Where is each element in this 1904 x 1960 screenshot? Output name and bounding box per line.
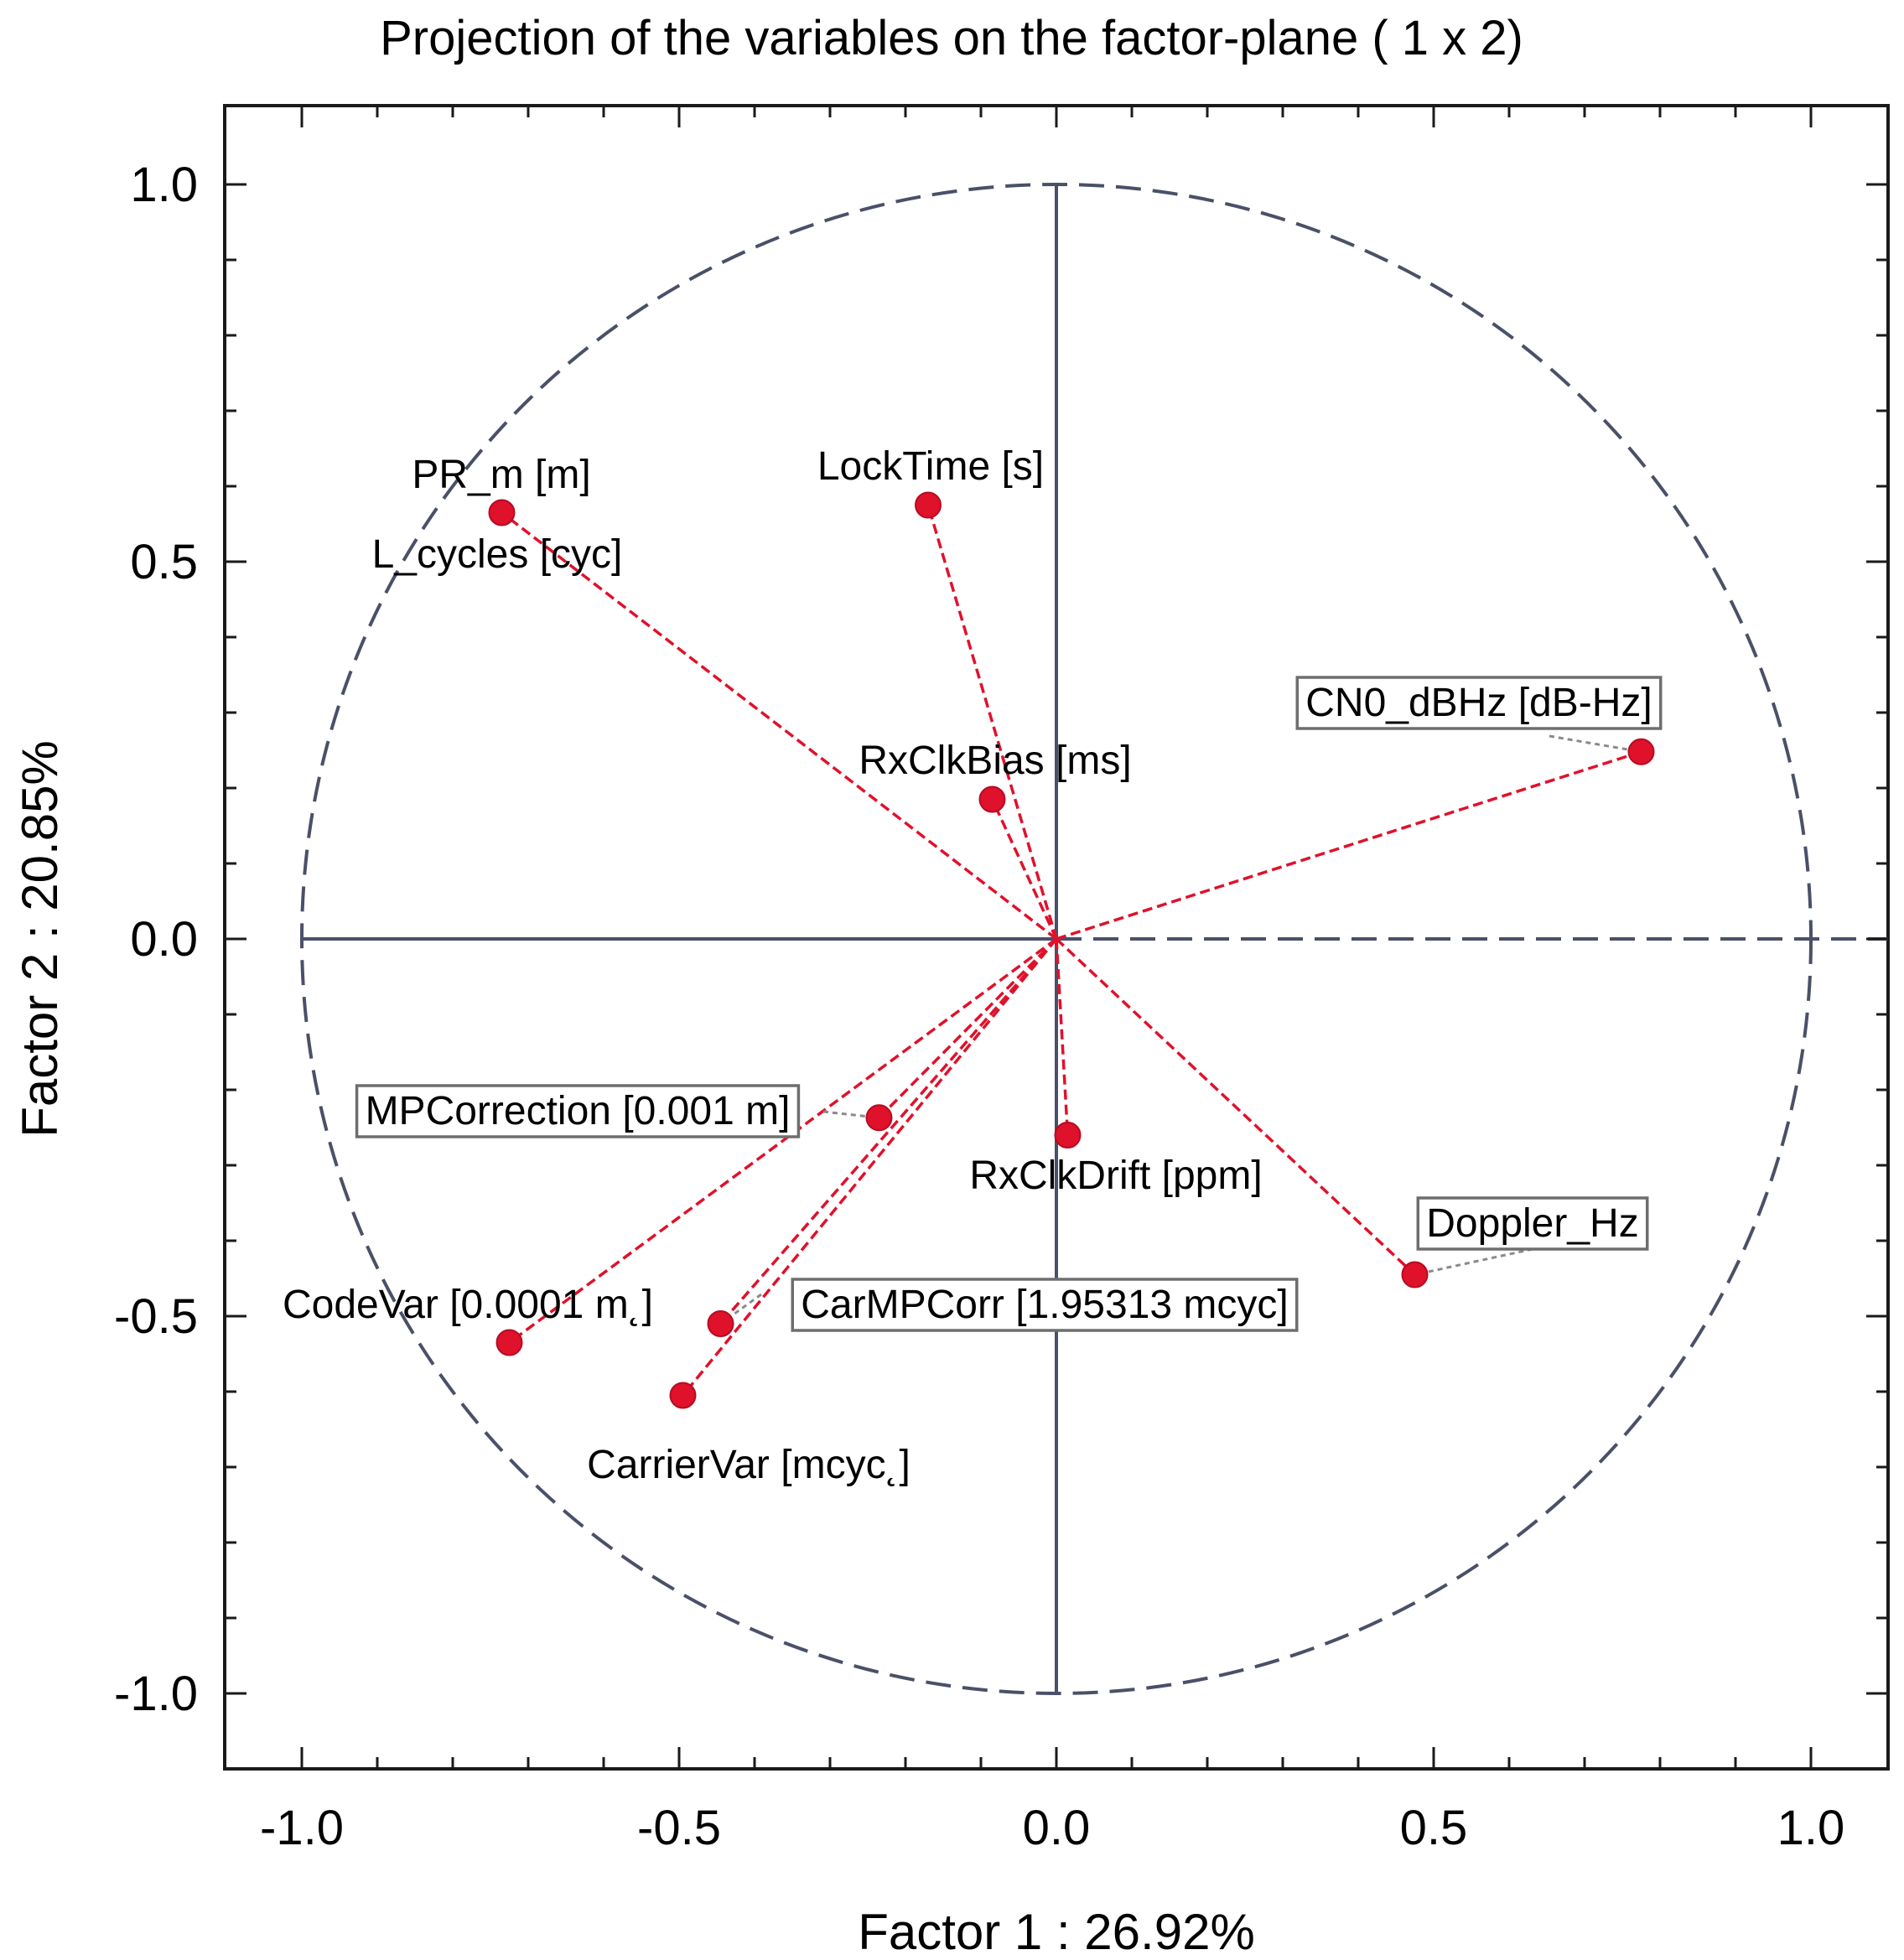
label-group-codevar: CodeVar [0.0001 m˛] [283, 1283, 653, 1327]
y-tick-label: 0.0 [130, 912, 198, 967]
vector-codevar [508, 937, 1058, 1344]
point-rxclkbias [978, 786, 1006, 813]
label-doppler: Doppler_Hz [1426, 1201, 1638, 1246]
label-group-l-cycles: L_cycles [cyc] [372, 532, 623, 577]
point-locktime [915, 491, 942, 519]
label-codevar: CodeVar [0.0001 m˛] [283, 1283, 653, 1327]
x-tick-label: 0.0 [1023, 1801, 1091, 1855]
vector-cn0 [1056, 750, 1642, 941]
label-box-doppler [1416, 1196, 1649, 1251]
point-mpcorrection [865, 1104, 893, 1132]
label-mpcorrection: MPCorrection [0.001 m] [366, 1089, 791, 1133]
vector-mpcorrection [878, 937, 1058, 1119]
label-carmpcorr: CarMPCorr [1.95313 mcyc] [801, 1283, 1289, 1327]
chart-title: Projection of the variables on the facto… [380, 11, 1523, 65]
x-tick-label: -0.5 [637, 1801, 721, 1855]
label-group-mpcorrection: MPCorrection [0.001 m] [355, 1084, 801, 1138]
y-tick-label: 1.0 [130, 158, 198, 212]
label-group-rxclkbias: RxClkBias [ms] [859, 739, 1131, 783]
leader-doppler [1414, 1247, 1533, 1276]
vector-doppler [1055, 937, 1416, 1276]
vector-carriervar [682, 937, 1058, 1397]
point-carriervar [669, 1382, 697, 1409]
x-tick-label: 1.0 [1777, 1801, 1845, 1855]
point-doppler [1401, 1261, 1429, 1289]
point-cn0 [1627, 738, 1655, 765]
vector-locktime [926, 505, 1058, 940]
x-tick-label: -1.0 [260, 1801, 344, 1855]
vector-lines [501, 505, 1642, 1397]
label-group-locktime: LockTime [s] [817, 444, 1044, 489]
leader-cn0 [1549, 734, 1642, 754]
label-locktime: LockTime [s] [817, 444, 1044, 489]
label-group-cn0: CN0_dBHz [dB-Hz] [1295, 676, 1663, 730]
x-tick-label: 0.5 [1400, 1801, 1468, 1855]
label-group-pr-m: PR_m [m] [412, 453, 590, 497]
vector-rxclkbias [990, 798, 1058, 940]
label-pr-m: PR_m [m] [412, 453, 590, 497]
point-codevar [495, 1329, 523, 1356]
vector-carmpcorr [719, 937, 1058, 1325]
plot-area: -1.0 -0.5 0.0 0.5 1.0 1.0 0.5 0.0 -0.5 -1.0 PR_m [… [114, 104, 1890, 1855]
label-group-carriervar: CarrierVar [mcyc˛] [587, 1443, 910, 1487]
label-group-doppler: Doppler_Hz [1416, 1196, 1649, 1251]
point-pr-m [488, 499, 516, 526]
label-cn0: CN0_dBHz [dB-Hz] [1305, 681, 1652, 725]
vector-pr-m [501, 511, 1058, 941]
label-box-mpcorrection [355, 1084, 801, 1138]
variable-points [488, 491, 1655, 1409]
label-rxclkdrift: RxClkDrift [ppm] [969, 1154, 1262, 1198]
label-carriervar: CarrierVar [mcyc˛] [587, 1443, 910, 1487]
x-axis-label: Factor 1 : 26.92% [858, 1904, 1255, 1960]
y-axis-label: Factor 2 : 20.85% [12, 740, 68, 1138]
y-tick-label: -0.5 [114, 1289, 198, 1344]
label-group-rxclkdrift: RxClkDrift [ppm] [969, 1154, 1262, 1198]
variable-labels: PR_m [m] L_cycles [cyc] LockTime [s] RxClkB… [283, 444, 1663, 1487]
vector-rxclkdrift [1055, 938, 1070, 1136]
point-rxclkdrift [1054, 1122, 1082, 1149]
label-l-cycles: L_cycles [cyc] [372, 532, 623, 577]
y-tick-label: 0.5 [130, 535, 198, 589]
label-box-cn0 [1295, 676, 1663, 730]
label-box-carmpcorr [791, 1278, 1299, 1332]
point-carmpcorr [707, 1310, 734, 1337]
label-group-carmpcorr: CarMPCorr [1.95313 mcyc] [791, 1278, 1299, 1332]
label-rxclkbias: RxClkBias [ms] [859, 739, 1131, 783]
y-tick-label: -1.0 [114, 1667, 198, 1721]
